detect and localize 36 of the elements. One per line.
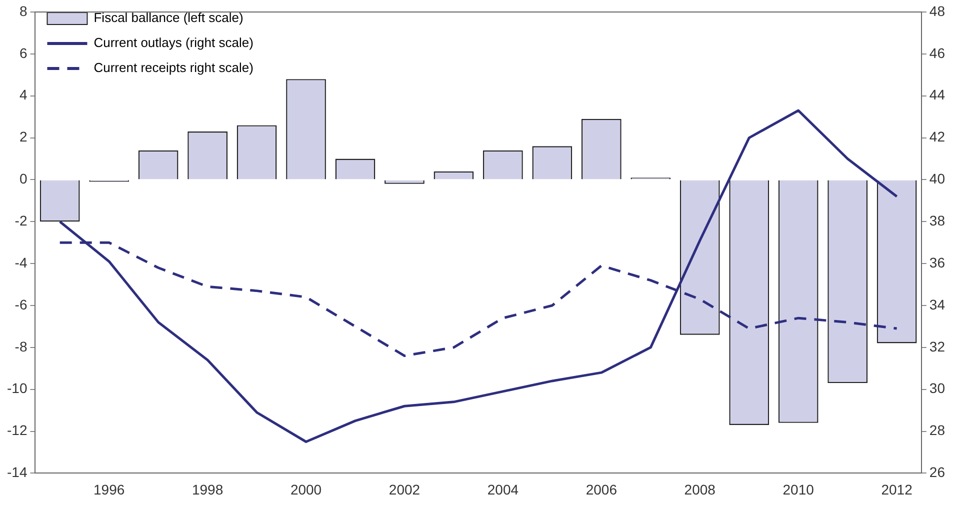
y-tick-label: -8 xyxy=(14,338,28,354)
y-tick-label: -4 xyxy=(14,254,28,270)
x-tick-label: 2006 xyxy=(586,481,618,498)
y2-tick-label: 34 xyxy=(929,296,946,312)
legend-label: Current receipts right scale) xyxy=(94,60,254,76)
x-tick-label: 2012 xyxy=(881,481,913,498)
y2-tick-label: 48 xyxy=(929,2,946,19)
y-tick-label: -6 xyxy=(14,296,28,312)
legend-label: Fiscal ballance (left scale) xyxy=(94,10,244,26)
y2-tick-label: 40 xyxy=(929,170,946,187)
x-tick-label: 2002 xyxy=(388,481,420,498)
x-tick-label: 2000 xyxy=(290,481,322,498)
y2-tick-label: 28 xyxy=(929,422,946,438)
x-tick-label: 2010 xyxy=(782,481,814,498)
y2-tick-label: 46 xyxy=(929,44,946,61)
y-tick-label: 2 xyxy=(19,128,28,145)
y-tick-label: -2 xyxy=(14,212,28,228)
y-tick-label: 0 xyxy=(19,170,28,187)
y2-tick-label: 26 xyxy=(929,464,946,480)
y2-tick-label: 32 xyxy=(929,338,946,354)
y2-tick-label: 42 xyxy=(929,128,946,145)
x-tick-label: 1996 xyxy=(94,481,125,498)
y2-tick-label: 30 xyxy=(929,380,946,396)
y-tick-label: -12 xyxy=(7,422,28,438)
y-tick-label: 6 xyxy=(19,44,28,61)
y2-tick-label: 44 xyxy=(929,86,946,103)
y-tick-label: 4 xyxy=(19,86,28,103)
y-tick-label: -10 xyxy=(7,380,28,396)
legend-label: Current outlays (right scale) xyxy=(94,35,254,50)
y-tick-label: -14 xyxy=(7,464,28,480)
y2-tick-label: 38 xyxy=(929,212,946,228)
x-tick-label: 1998 xyxy=(192,481,224,498)
x-tick-label: 2008 xyxy=(684,481,716,498)
y2-tick-label: 36 xyxy=(929,254,946,270)
y-tick-label: 8 xyxy=(19,2,28,19)
x-tick-label: 2004 xyxy=(487,481,519,498)
